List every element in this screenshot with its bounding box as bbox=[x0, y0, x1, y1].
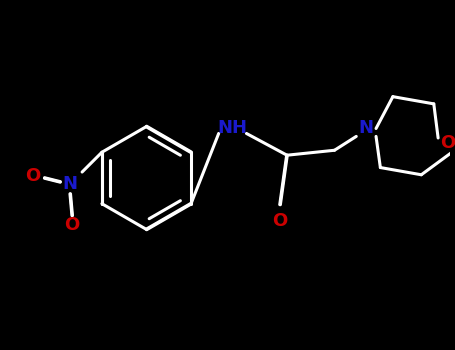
Text: O: O bbox=[440, 134, 455, 152]
Text: N: N bbox=[359, 119, 374, 138]
Text: NH: NH bbox=[217, 119, 248, 138]
Text: O: O bbox=[25, 167, 40, 185]
Text: N: N bbox=[63, 175, 78, 193]
Text: O: O bbox=[273, 211, 288, 230]
Text: O: O bbox=[65, 216, 80, 235]
